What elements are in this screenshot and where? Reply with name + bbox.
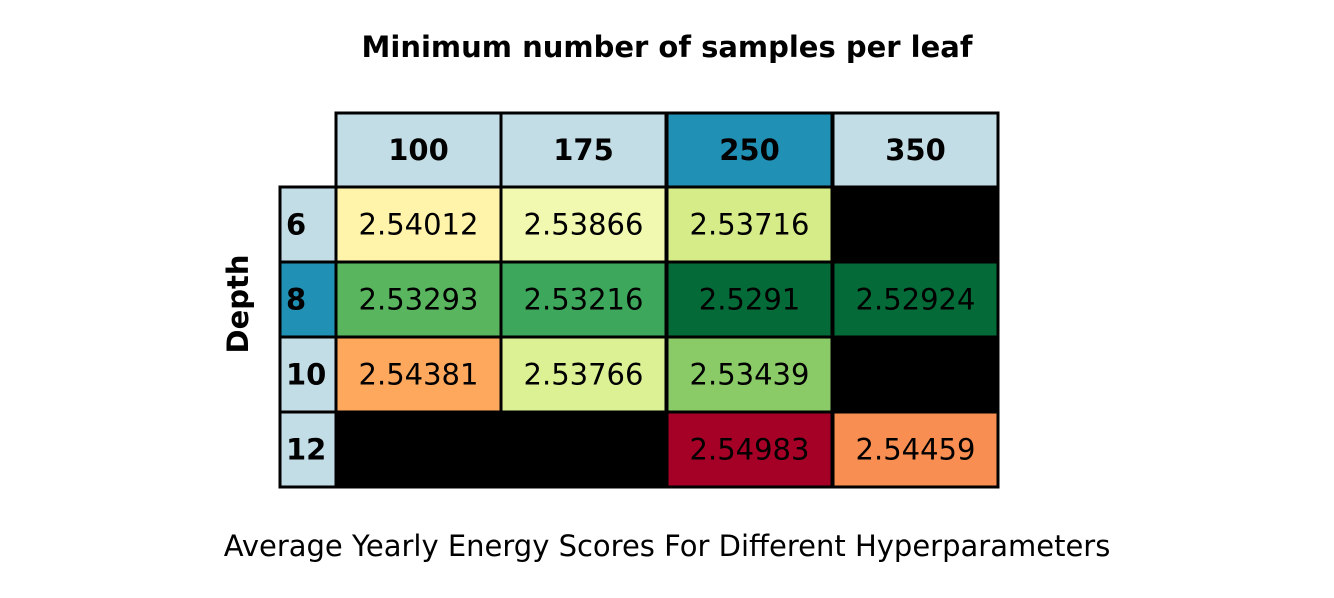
column-header-label: 350 [885, 133, 946, 167]
data-cell [831, 335, 1000, 414]
data-cell-value: 2.53439 [690, 358, 810, 392]
data-cell [334, 260, 503, 339]
column-header-cell [334, 111, 503, 189]
data-cell-value: 2.53716 [690, 208, 810, 242]
data-cell [499, 185, 668, 264]
data-cell [499, 335, 668, 414]
row-header-label: 10 [286, 358, 326, 392]
data-cell-value: 2.53766 [524, 358, 644, 392]
data-cell [665, 410, 834, 489]
data-cell [334, 185, 503, 264]
column-header-label: 175 [553, 133, 614, 167]
chart-title: Minimum number of samples per leaf [361, 30, 973, 64]
data-cell [831, 260, 1000, 339]
column-header-cell [665, 111, 834, 189]
data-cell [499, 410, 668, 489]
row-header-label: 8 [286, 283, 306, 317]
data-cell [831, 185, 1000, 264]
data-cell-value: 2.52924 [856, 283, 976, 317]
column-header-cell [499, 111, 668, 189]
column-header-label: 100 [388, 133, 449, 167]
data-cell-value: 2.54012 [359, 208, 479, 242]
data-cell [334, 335, 503, 414]
data-cell-value: 2.54381 [359, 358, 479, 392]
data-cell [334, 410, 503, 489]
data-cell [665, 260, 834, 339]
data-cell [831, 410, 1000, 489]
row-header-cell [278, 410, 338, 489]
row-header-label: 6 [286, 208, 306, 242]
data-cell-value: 2.54983 [690, 433, 810, 467]
column-header-label: 250 [719, 133, 780, 167]
row-header-label: 12 [286, 433, 326, 467]
data-cell [665, 335, 834, 414]
data-cell-value: 2.53293 [359, 283, 479, 317]
data-cell-value: 2.54459 [856, 433, 976, 467]
chart-caption: Average Yearly Energy Scores For Differe… [223, 529, 1111, 563]
data-cell-value: 2.53866 [524, 208, 644, 242]
data-cell-value: 2.5291 [699, 283, 800, 317]
data-cell [499, 260, 668, 339]
data-cell-value: 2.53216 [524, 283, 644, 317]
